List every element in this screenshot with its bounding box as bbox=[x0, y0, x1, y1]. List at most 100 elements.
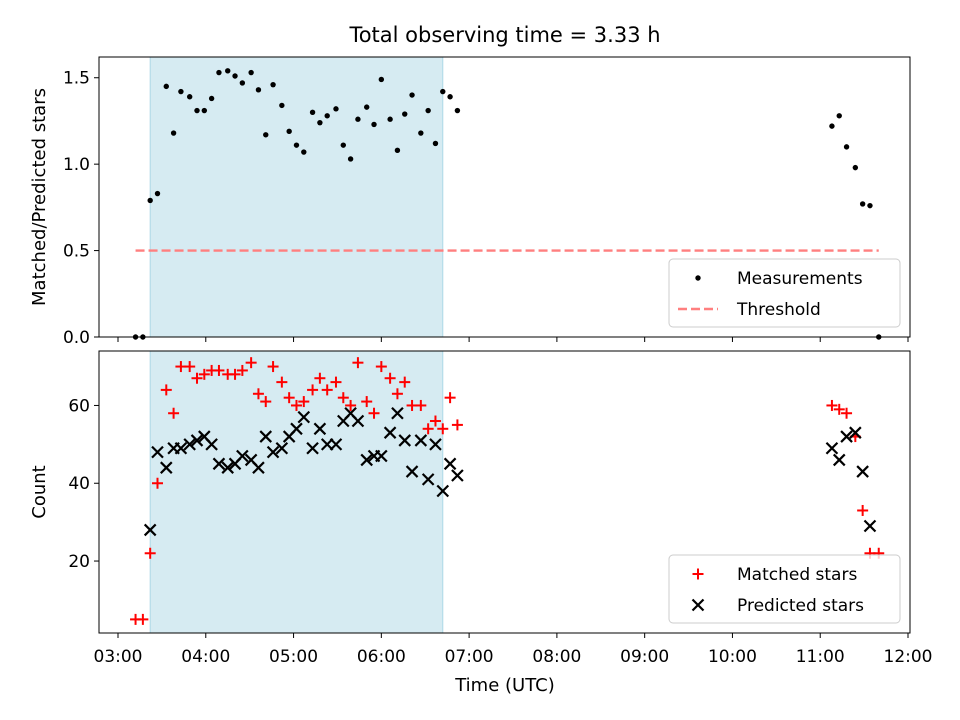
x-b bbox=[383, 426, 397, 439]
measurement-point bbox=[425, 107, 431, 114]
measurement-point bbox=[317, 119, 323, 126]
x-tick-label: 03:00 bbox=[94, 647, 143, 667]
matched-stars-point bbox=[283, 392, 295, 404]
x-tick-label: 06:00 bbox=[357, 647, 406, 667]
x-b bbox=[306, 441, 319, 455]
measurement-point bbox=[216, 69, 222, 76]
measurement-point bbox=[263, 132, 269, 138]
x-tick-label: 05:00 bbox=[269, 647, 318, 667]
measurement-point bbox=[178, 88, 184, 95]
predicted-stars-point bbox=[190, 434, 204, 447]
measurement-point bbox=[843, 144, 850, 150]
x-b bbox=[840, 430, 853, 443]
measurement-point bbox=[232, 73, 238, 79]
measurement-point bbox=[454, 107, 461, 114]
measurement-point bbox=[418, 130, 424, 136]
measurement-point bbox=[394, 147, 401, 154]
matched-stars-point bbox=[337, 392, 349, 404]
measurement-point bbox=[378, 76, 385, 83]
matched-stars-point bbox=[298, 396, 310, 408]
predicted-stars-point bbox=[252, 461, 265, 474]
matched-stars-point bbox=[321, 384, 333, 396]
x-tick-label: 10:00 bbox=[708, 647, 757, 667]
measurement-point bbox=[440, 88, 446, 95]
observing-span bbox=[149, 350, 444, 634]
measurement-point bbox=[154, 190, 161, 197]
x-b bbox=[856, 465, 869, 478]
matched-stars-point bbox=[144, 547, 156, 559]
matched-stars-point bbox=[841, 407, 853, 419]
x-axis-label: Time (UTC) bbox=[454, 675, 555, 696]
measurement-point bbox=[409, 92, 415, 98]
x-b bbox=[391, 406, 404, 420]
matched-stars-point bbox=[451, 419, 463, 431]
x-tick-label: 08:00 bbox=[532, 647, 581, 667]
predicted-stars-point bbox=[313, 422, 327, 436]
measurement-point bbox=[836, 113, 842, 119]
matched-stars-point bbox=[168, 407, 180, 419]
matched-stars-point bbox=[307, 384, 319, 396]
axes-frame bbox=[98, 56, 911, 338]
legend-label: Matched stars bbox=[737, 565, 857, 585]
x-b bbox=[259, 430, 273, 443]
predicted-stars-point bbox=[221, 461, 235, 474]
y-axis-label: Count bbox=[29, 465, 50, 518]
predicted-stars-point bbox=[375, 449, 388, 463]
y-tick-label: 60 bbox=[68, 396, 90, 416]
predicted-stars-point bbox=[825, 441, 839, 455]
x-b bbox=[451, 469, 464, 482]
x-b bbox=[421, 473, 435, 486]
x-b bbox=[159, 461, 173, 474]
measurement-point bbox=[333, 106, 339, 112]
measurement-point bbox=[829, 123, 835, 129]
x-tick-label: 07:00 bbox=[445, 647, 494, 667]
matched-stars-point bbox=[191, 372, 203, 384]
x-b bbox=[414, 434, 428, 447]
matched-stars-point bbox=[229, 368, 241, 380]
x-b bbox=[198, 430, 211, 443]
measurement-point bbox=[293, 142, 300, 148]
predicted-stars-point bbox=[421, 473, 435, 486]
matched-stars-point bbox=[415, 399, 427, 411]
x-b bbox=[832, 453, 846, 467]
x-b bbox=[443, 457, 457, 471]
predicted-stars-point bbox=[832, 453, 846, 467]
x-b bbox=[313, 422, 327, 436]
y-tick-label: 20 bbox=[68, 552, 90, 572]
matched-stars-point bbox=[429, 415, 441, 427]
predicted-stars-point bbox=[391, 406, 404, 420]
x-b bbox=[297, 410, 311, 424]
measurement-point bbox=[347, 156, 354, 162]
x-b bbox=[183, 438, 196, 451]
measurement-point bbox=[402, 111, 408, 117]
predicted-stars-point bbox=[297, 410, 311, 424]
measurement-point bbox=[387, 116, 393, 122]
legend-marker bbox=[695, 275, 701, 281]
measurement-point bbox=[852, 164, 859, 171]
x-b bbox=[143, 523, 157, 537]
measurement-point bbox=[324, 113, 330, 119]
x-b bbox=[252, 461, 265, 474]
matched-stars-point bbox=[245, 357, 257, 369]
matched-stars-point bbox=[345, 399, 357, 411]
legend-label: Measurements bbox=[737, 269, 863, 289]
predicted-stars-point bbox=[383, 426, 397, 439]
matched-stars-point bbox=[198, 368, 210, 380]
x-tick-label: 11:00 bbox=[796, 647, 845, 667]
measurement-point bbox=[248, 69, 254, 76]
predicted-stars-point bbox=[151, 445, 164, 459]
x-tick-label: 09:00 bbox=[620, 647, 669, 667]
predicted-stars-point bbox=[143, 523, 157, 537]
x-b bbox=[212, 457, 226, 471]
matched-stars-point bbox=[267, 361, 279, 373]
x-b bbox=[863, 519, 877, 533]
ratio-panel: 0.0 0.5 1.0 1.5 Matched/Predicted stars Measu… bbox=[29, 56, 911, 348]
matched-stars-point bbox=[152, 477, 163, 489]
matched-stars-point bbox=[399, 376, 411, 388]
observing-span bbox=[149, 56, 444, 338]
x-b bbox=[174, 441, 188, 455]
x-b bbox=[344, 406, 357, 420]
legend: Matched stars Predicted stars bbox=[668, 554, 901, 624]
predicted-stars-point bbox=[306, 441, 319, 455]
x-b bbox=[351, 414, 365, 428]
